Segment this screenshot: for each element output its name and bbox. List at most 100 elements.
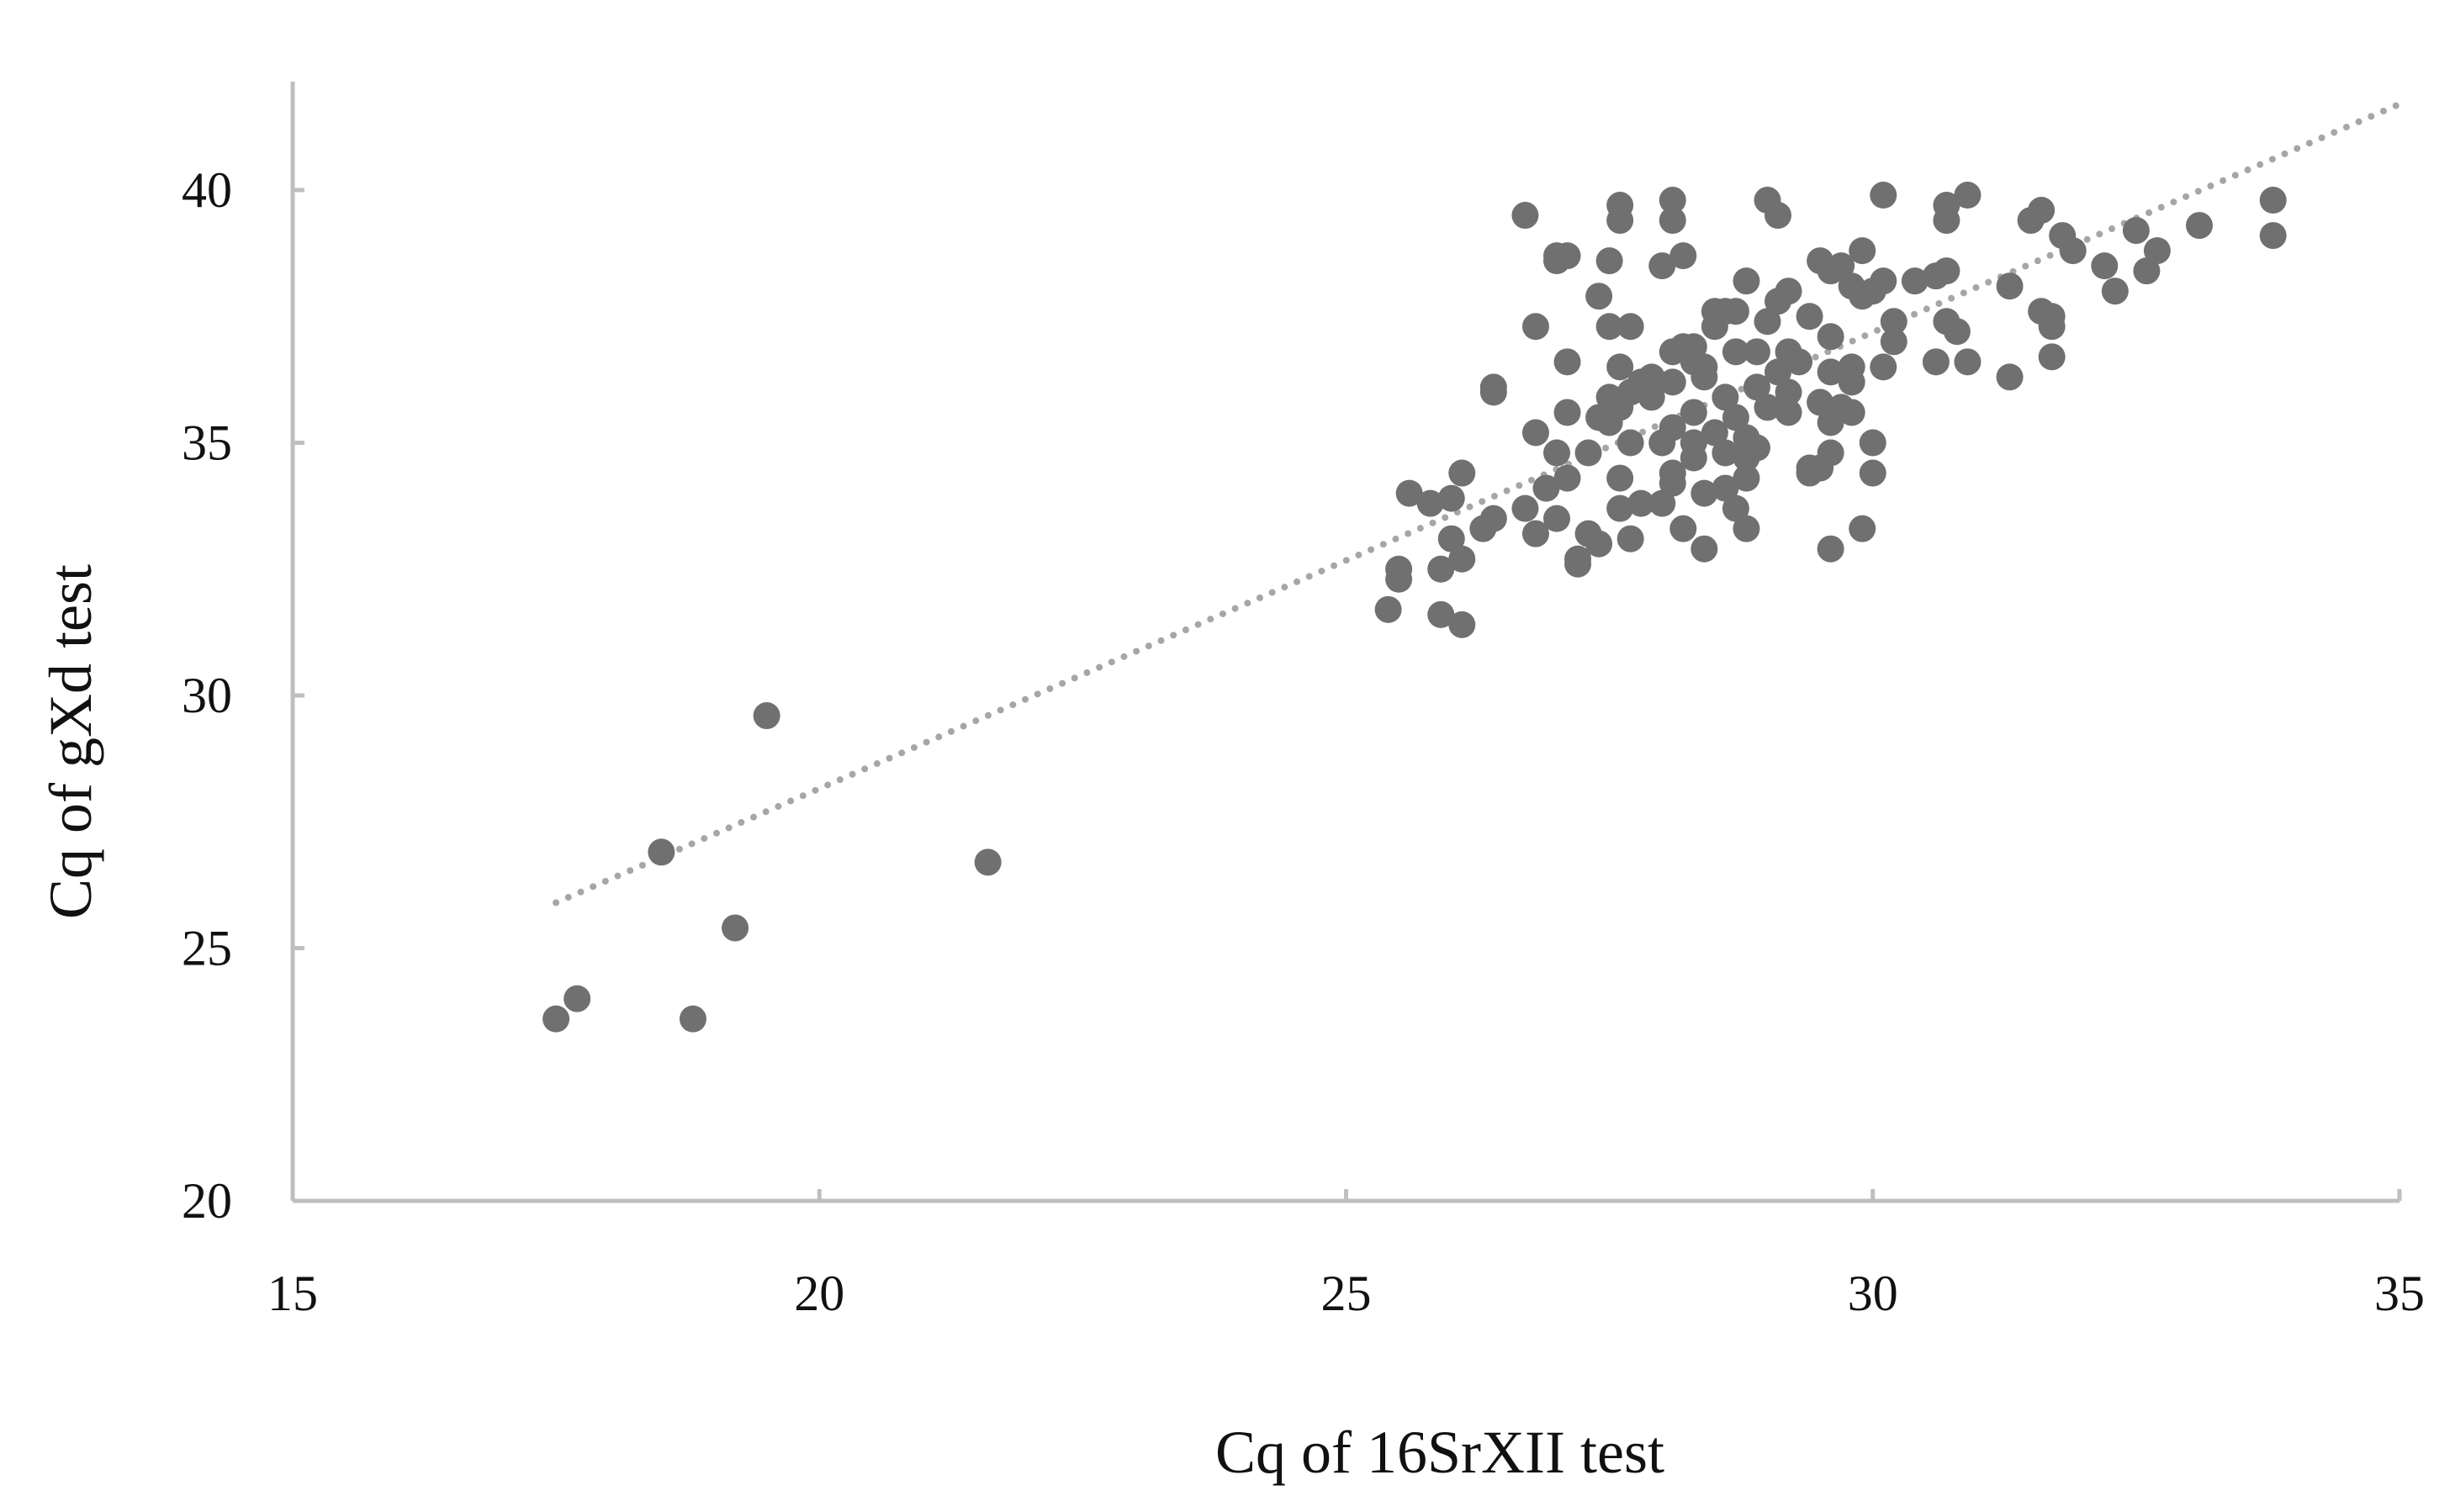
data-point <box>2038 303 2066 330</box>
data-point <box>1880 328 1907 356</box>
data-point <box>2038 343 2066 371</box>
data-point <box>1564 545 1592 573</box>
data-point <box>1733 464 1760 492</box>
data-point <box>1616 313 1644 341</box>
data-point <box>1870 182 1897 209</box>
y-tick-label: 25 <box>182 921 232 976</box>
data-point <box>2091 252 2119 280</box>
data-point <box>2122 217 2150 245</box>
data-point <box>1765 202 1792 230</box>
data-point <box>1828 252 1855 280</box>
data-point <box>1996 363 2024 391</box>
data-point <box>1521 313 1549 341</box>
data-point <box>1638 383 1665 411</box>
data-point <box>1448 545 1476 573</box>
data-point <box>1722 338 1749 366</box>
data-point <box>1616 525 1644 552</box>
data-point <box>2143 237 2171 265</box>
data-point <box>1606 353 1634 381</box>
data-point <box>1870 353 1897 381</box>
data-point <box>1374 595 1402 623</box>
data-point <box>1574 439 1602 467</box>
data-point <box>753 702 780 730</box>
data-point <box>1606 207 1634 235</box>
data-point <box>1954 348 1981 376</box>
data-point <box>1511 494 1539 522</box>
data-point <box>1817 358 1844 386</box>
trendline-path <box>553 100 2403 907</box>
data-point <box>1680 333 1707 361</box>
x-axis-title: Cq of 16SrXII test <box>1215 1419 1664 1486</box>
data-point <box>1511 202 1539 230</box>
data-point <box>1416 489 1444 517</box>
data-point <box>1817 323 1844 351</box>
data-point <box>1659 187 1686 214</box>
data-point <box>1712 383 1739 411</box>
data-point <box>1754 394 1781 421</box>
data-point <box>1922 348 1950 376</box>
data-point <box>1427 600 1455 628</box>
x-ticks: 15 20 25 30 35 <box>267 1189 2425 1321</box>
data-point <box>1933 257 1960 285</box>
data-point <box>1849 515 1876 542</box>
data-point <box>563 985 591 1012</box>
data-point <box>1659 414 1686 441</box>
data-point <box>679 1005 706 1033</box>
data-point <box>1553 348 1581 376</box>
data-point <box>2028 197 2056 225</box>
data-point <box>1849 237 1876 265</box>
x-tick-label: 35 <box>2374 1266 2425 1321</box>
data-point <box>1996 272 2024 300</box>
x-tick-label: 25 <box>1321 1266 1372 1321</box>
y-axis-title: Cq of gXd test <box>37 564 104 919</box>
data-point <box>1553 242 1581 270</box>
data-point <box>1669 515 1697 542</box>
data-point <box>1775 378 1802 406</box>
data-point <box>542 1005 570 1033</box>
data-point <box>1765 358 1792 386</box>
data-point <box>1659 368 1686 396</box>
data-point <box>1427 555 1455 583</box>
data-point <box>1543 505 1570 532</box>
data-point <box>1669 242 1697 270</box>
data-point <box>1606 464 1634 492</box>
trendline <box>553 100 2403 907</box>
data-point <box>1690 363 1718 391</box>
x-tick-label: 30 <box>1848 1266 1898 1321</box>
data-point <box>1385 565 1413 593</box>
data-point <box>1659 207 1686 235</box>
data-point <box>1743 434 1770 462</box>
data-point <box>1437 525 1465 552</box>
data-point <box>722 914 749 942</box>
data-point <box>1838 399 1865 426</box>
data-point <box>1817 439 1844 467</box>
y-tick-label: 20 <box>182 1173 232 1229</box>
data-point <box>1880 308 1907 336</box>
data-point <box>1701 419 1728 447</box>
y-tick-label: 35 <box>182 415 232 471</box>
data-point <box>1817 535 1844 563</box>
data-point <box>1743 373 1770 401</box>
data-point <box>648 838 675 866</box>
data-point <box>1479 505 1507 532</box>
data-point <box>1395 479 1423 507</box>
data-point <box>1627 489 1655 517</box>
data-point <box>1796 303 1823 330</box>
data-point <box>1838 368 1865 396</box>
data-point <box>1437 484 1465 512</box>
data-point <box>1807 389 1834 416</box>
data-point <box>1448 611 1476 638</box>
data-point <box>1859 459 1886 487</box>
data-point <box>1859 429 1886 457</box>
x-tick-label: 15 <box>267 1266 318 1321</box>
data-point <box>1690 479 1718 507</box>
data-point <box>1775 399 1802 426</box>
data-point <box>1722 298 1749 325</box>
data-point <box>2186 212 2214 240</box>
data-point <box>2059 237 2087 265</box>
data-point <box>1690 535 1718 563</box>
data-point <box>1712 439 1739 467</box>
data-point <box>974 849 1002 876</box>
data-point <box>1775 278 1802 305</box>
data-point <box>1448 459 1476 487</box>
